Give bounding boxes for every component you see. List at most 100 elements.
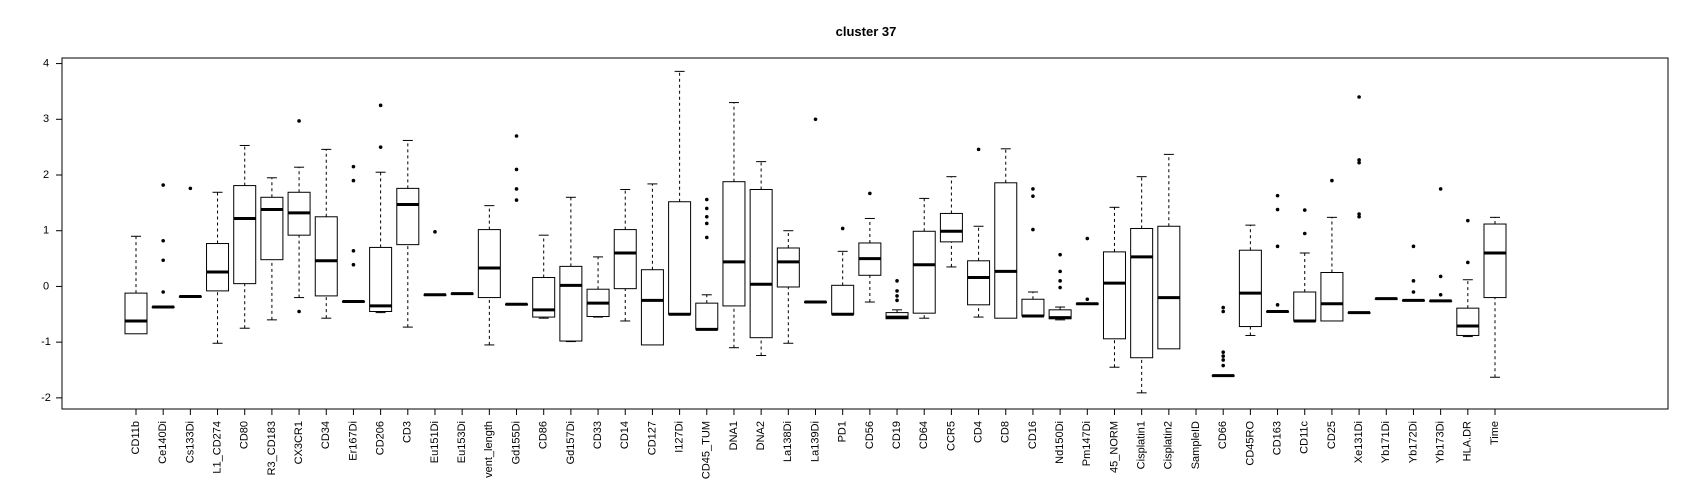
box-Eu151Di — [423, 230, 447, 297]
box-45_NORM — [1102, 206, 1126, 368]
box-DNA1 — [722, 102, 746, 349]
x-tick-label: DNA2 — [755, 421, 767, 450]
x-tick-label: CD19 — [891, 421, 903, 449]
x-tick-label: CD80 — [239, 421, 251, 449]
box-Cisplatin1 — [1130, 176, 1154, 394]
outlier-point — [514, 167, 519, 172]
box-CD66 — [1211, 305, 1235, 378]
box-body — [831, 284, 855, 315]
box-CD64 — [912, 197, 936, 319]
box-body — [1157, 225, 1181, 350]
outlier-point — [1031, 187, 1035, 191]
outlier-point — [161, 258, 165, 263]
box-body — [260, 196, 284, 261]
outlier-point — [704, 206, 709, 211]
outlier-point — [514, 134, 519, 138]
box-CD86 — [532, 234, 556, 319]
outlier-point — [1357, 95, 1361, 99]
outlier-point — [976, 147, 981, 152]
x-tick-label: Xe131Di — [1353, 421, 1365, 463]
outlier-point — [895, 289, 899, 293]
box-Yb171Di — [1374, 297, 1398, 301]
x-tick-label: CD56 — [864, 421, 876, 449]
box-Yb172Di — [1401, 244, 1425, 302]
y-tick-label: 4 — [43, 57, 49, 69]
outlier-point — [351, 164, 356, 169]
x-tick-label: CD3 — [402, 421, 414, 443]
x-tick-label: vent_length — [483, 421, 495, 478]
x-tick-label: CD4 — [972, 421, 984, 443]
plot-frame — [61, 57, 1669, 410]
box-CCR5 — [939, 176, 963, 268]
box-body — [1320, 272, 1344, 322]
box-R3_CD183 — [260, 177, 284, 321]
outlier-point — [1221, 305, 1225, 310]
outlier-point — [1058, 285, 1062, 290]
box-Pm147Di — [1075, 236, 1099, 306]
box-Cs133Di — [178, 186, 202, 298]
box-body — [749, 188, 773, 339]
y-axis: -2 -1 0 1 2 3 4 — [41, 57, 62, 404]
x-tick-label: Yb172Di — [1407, 421, 1419, 463]
box-body — [1456, 307, 1480, 336]
outlier-point — [1411, 244, 1416, 249]
box-body — [477, 229, 501, 299]
chart-title: cluster 37 — [836, 24, 897, 39]
box-CD16 — [1021, 187, 1045, 318]
box-body — [613, 229, 637, 290]
outlier-point — [813, 117, 818, 122]
x-tick-label: PD1 — [837, 421, 849, 442]
outlier-point — [1221, 363, 1225, 368]
box-Time — [1483, 216, 1507, 378]
box-body — [912, 230, 936, 314]
box-CD34 — [314, 148, 338, 319]
x-tick-label: DNA1 — [728, 421, 740, 450]
box-body — [668, 201, 692, 315]
outlier-point — [1221, 309, 1225, 314]
x-tick-label: La139Di — [809, 421, 821, 462]
box-body — [1483, 223, 1507, 299]
x-tick-label: Yb171Di — [1380, 421, 1392, 463]
outlier-point — [1058, 252, 1062, 257]
x-tick-label: Cisplatin1 — [1136, 421, 1148, 469]
box-CD127 — [640, 183, 664, 346]
box-body — [939, 212, 963, 243]
box-L1_CD274 — [206, 191, 230, 344]
x-tick-label: HLA.DR — [1462, 421, 1474, 461]
outlier-point — [1411, 279, 1416, 283]
x-tick-label: L1_CD274 — [211, 421, 223, 474]
x-tick-label: Gd155Di — [510, 421, 522, 464]
x-tick-label: CD8 — [1000, 421, 1012, 443]
y-tick-label: 2 — [43, 169, 49, 181]
box-body — [206, 243, 230, 292]
box-body — [532, 277, 556, 318]
outlier-point — [351, 248, 356, 253]
box-body — [640, 269, 664, 346]
box-Eu153Di — [450, 292, 474, 296]
x-tick-label: CD127 — [646, 421, 658, 455]
outlier-point — [704, 197, 709, 202]
box-body — [559, 265, 583, 342]
box-body — [776, 247, 800, 288]
outlier-point — [161, 183, 165, 187]
x-tick-label: Cs133Di — [184, 421, 196, 463]
outlier-point — [895, 294, 899, 298]
outlier-point — [351, 262, 356, 267]
outlier-point — [1275, 244, 1280, 249]
outlier-point — [1058, 269, 1062, 274]
outlier-point — [1302, 208, 1307, 212]
x-tick-label: CD34 — [320, 421, 332, 449]
x-tick-label: CD11c — [1299, 421, 1311, 454]
x-tick-label: CD66 — [1217, 421, 1229, 449]
box-CD4 — [967, 147, 991, 318]
outlier-point — [1085, 236, 1090, 241]
x-tick-label: CD11b — [130, 421, 142, 454]
outlier-point — [840, 226, 845, 231]
x-tick-label: Nd150Di — [1054, 421, 1066, 464]
box-CD11c — [1293, 208, 1317, 323]
outlier-point — [1466, 260, 1470, 265]
outlier-point — [1302, 231, 1307, 236]
box-CD11b — [124, 235, 148, 335]
x-tick-label: Cisplatin2 — [1163, 421, 1175, 469]
x-tick-label: Er167Di — [347, 421, 359, 461]
